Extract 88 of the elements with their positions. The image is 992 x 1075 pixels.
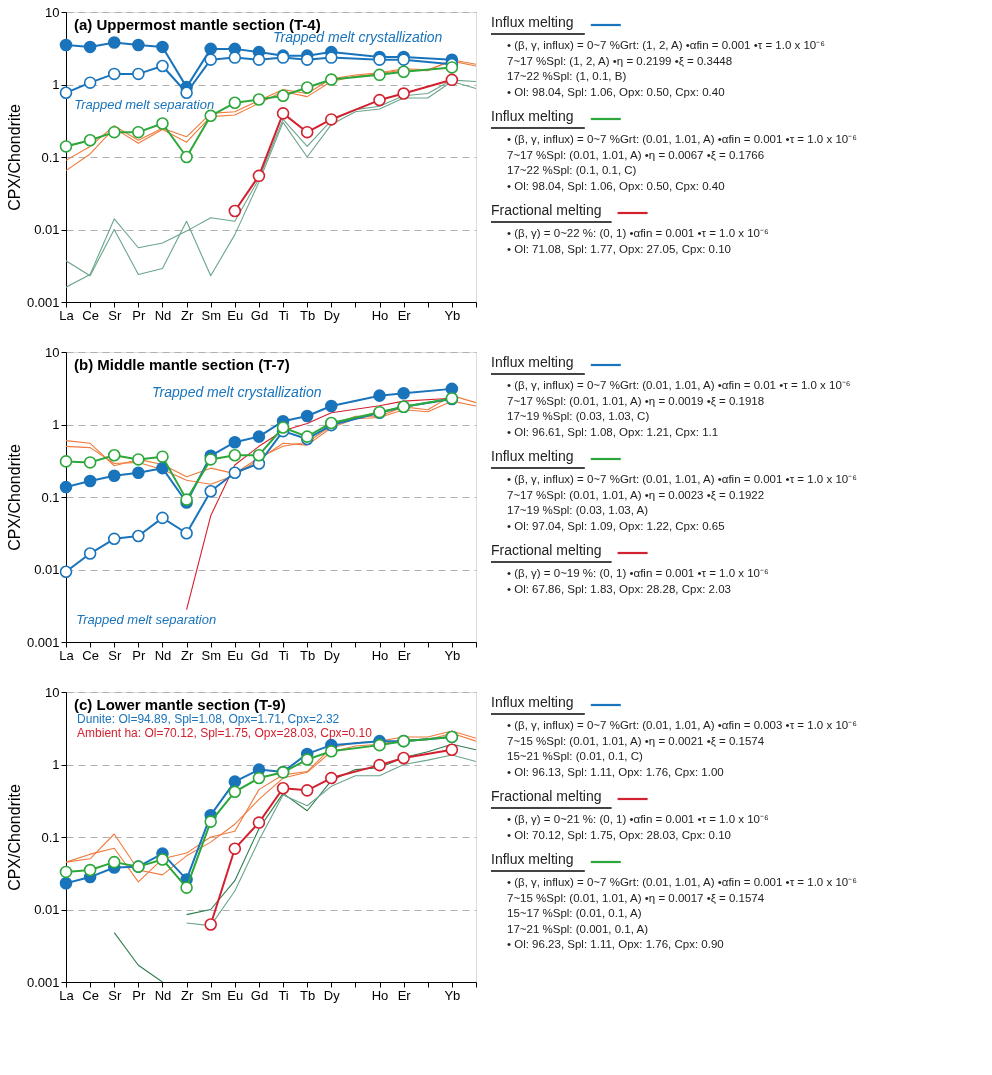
x-tick-label: Er (397, 647, 412, 663)
y-tick-label: 10 (45, 684, 60, 700)
x-tick-label: La (59, 987, 75, 1003)
x-tick-label: Zr (180, 647, 194, 663)
x-tick-label: Sm (201, 647, 221, 663)
y-tick-label: 1 (52, 757, 60, 772)
legend-label: Influx melting (491, 14, 574, 30)
x-tick-label: Yb (444, 987, 461, 1003)
legend-label: Influx melting (491, 851, 574, 867)
y-tick-label: 0.1 (41, 829, 60, 845)
y-tick-label: 0.1 (41, 489, 60, 505)
y-tick-label: 0.001 (26, 634, 60, 650)
text: • (β, γ) = 0~19 %: (0, 1) •αfin = 0.001 •τ = 1.0 x 10⁻⁶ • Ol: 67.86, Spl: 1.83, Opx: 28.28, Cpx: 2.03 (507, 567, 769, 595)
x-tick-label: Tb (300, 987, 316, 1003)
y-tick-label: 1 (52, 417, 60, 432)
text: • (β, γ, influx) = 0~7 %Grt: (0.01, 1.01, A) •αfin = 0.01 •τ = 1.0 x 10⁻⁶ 7~17 %Spl: (0.01, 1.01, A) •η = 0.0019 •ξ = 0.1918 17~19 %Spl: (0.03, 1.03, C) • Ol: 96.61, Spl: 1.08, Opx: 1.21, Cpx: 1.1 (507, 379, 851, 438)
x-tick-label: Ho (371, 647, 389, 663)
x-tick-label: Ho (371, 987, 389, 1003)
x-tick-label: Eu (227, 307, 244, 323)
text: • (β, γ) = 0~22 %: (0, 1) •αfin = 0.001 •τ = 1.0 x 10⁻⁶ • Ol: 71.08, Spl: 1.77, Opx: 27.05, Cpx: 0.10 (507, 227, 769, 255)
chart-title: (a) Uppermost mantle section (T-4) (74, 16, 321, 33)
y-tick-label: 0.001 (26, 294, 60, 310)
x-tick-label: Er (397, 307, 412, 323)
legend-label: Fractional melting (491, 542, 602, 558)
x-tick-label: La (59, 647, 75, 663)
x-tick-label: Eu (227, 647, 244, 663)
x-tick-label: Pr (132, 307, 147, 323)
legend-label: Influx melting (491, 448, 574, 464)
x-tick-label: Sr (108, 647, 122, 663)
legend-label: Fractional melting (491, 788, 602, 804)
x-tick-label: Nd (154, 987, 172, 1003)
x-tick-label: Sm (201, 987, 221, 1003)
y-axis-title: CPX/Chondrite (5, 784, 23, 891)
y-tick-label: 10 (45, 4, 60, 20)
x-tick-label: Nd (154, 307, 172, 323)
x-tick-label: Er (397, 987, 412, 1003)
x-tick-label: Ce (82, 647, 99, 663)
x-tick-label: Dy (323, 647, 341, 663)
x-tick-label: Pr (132, 647, 147, 663)
x-tick-label: Gd (250, 647, 269, 663)
x-tick-label: Pr (132, 987, 147, 1003)
y-tick-label: 0.001 (26, 974, 60, 990)
chart-title: (c) Lower mantle section (T-9) (74, 696, 286, 713)
x-tick-label: Ti (278, 647, 289, 663)
annotation: Trapped melt crystallization (152, 383, 322, 400)
legend-label: Influx melting (491, 694, 574, 710)
x-tick-label: Ce (82, 307, 99, 323)
y-tick-label: 0.1 (41, 149, 60, 165)
text: • (β, γ, influx) = 0~7 %Grt: (0.01, 1.01, A) •αfin = 0.001 •τ = 1.0 x 10⁻⁶ 7~17 %Spl: (0.01, 1.01, A) •η = 0.0023 •ξ = 0.1922 17~19 %Spl: (0.03, 1.03, A) • Ol: 97.04, Spl: 1.09, Opx: 1.22, Cpx: 0.65 (507, 473, 858, 532)
x-tick-label: Ho (371, 307, 389, 323)
annotation: Trapped melt separation (74, 96, 215, 112)
y-axis-title: CPX/Chondrite (5, 444, 23, 551)
x-tick-label: Nd (154, 647, 172, 663)
x-tick-label: Gd (250, 307, 269, 323)
x-tick-label: Zr (180, 987, 194, 1003)
x-tick-label: La (59, 307, 75, 323)
legend-label: Fractional melting (491, 202, 602, 218)
x-tick-label: Yb (444, 307, 461, 323)
x-tick-label: Tb (300, 647, 316, 663)
legend-label: Influx melting (491, 108, 574, 124)
y-tick-label: 0.01 (34, 222, 60, 237)
y-axis-title: CPX/Chondrite (5, 104, 23, 211)
x-tick-label: Ti (278, 987, 289, 1003)
y-tick-label: 0.01 (34, 902, 60, 917)
y-tick-label: 0.01 (34, 562, 60, 577)
x-tick-label: Eu (227, 987, 244, 1003)
x-tick-label: Tb (300, 307, 316, 323)
x-tick-label: Ce (82, 987, 99, 1003)
x-tick-label: Sr (108, 307, 122, 323)
text: • (β, γ, influx) = 0~7 %Grt: (0.01, 1.01, A) •αfin = 0.003 •τ = 1.0 x 10⁻⁶ 7~15 %Spl: (0.01, 1.01, A) •η = 0.0021 •ξ = 0.1574 15~21 %Spl: (0.01, 0.1, C) • Ol: 96.13, Spl: 1.11, Opx: 1.76, Cpx: 1.00 (507, 719, 858, 778)
text: • (β, γ) = 0~21 %: (0, 1) •αfin = 0.001 •τ = 1.0 x 10⁻⁶ • Ol: 70.12, Spl: 1.75, Opx: 28.03, Cpx: 0.10 (507, 813, 769, 841)
y-tick-label: 10 (45, 344, 60, 360)
x-tick-label: Dy (323, 307, 341, 323)
x-tick-label: Ti (278, 307, 289, 323)
x-tick-label: Yb (444, 647, 461, 663)
x-tick-label: Zr (180, 307, 194, 323)
x-tick-label: Sm (201, 307, 221, 323)
annotation: Ambient ha: Ol=70.12, Spl=1.75, Opx=28.03, Cpx=0.10 (77, 726, 373, 741)
text: • (β, γ, influx) = 0~7 %Grt: (0.01, 1.01, A) •αfin = 0.001 •τ = 1.0 x 10⁻⁶ 7~15 %Spl: (0.01, 1.01, A) •η = 0.0017 •ξ = 0.1574 15~17 %Spl: (0.01, 0.1, A) 17~21 %Spl: (0.001, 0.1, A) • Ol: 96.23, Spl: 1.11, Opx: 1.76, Cpx: 0.90 (507, 876, 858, 950)
text: • (β, γ, influx) = 0~7 %Grt: (1, 2, A) •αfin = 0.001 •τ = 1.0 x 10⁻⁶ 7~17 %Spl: (1, 2, A) •η = 0.2199 •ξ = 0.3448 17~22 %Spl: (1, 0.1, B) • Ol: 98.04, Spl: 1.06, Opx: 0.50, Cpx: 0.40 (507, 39, 826, 98)
text: • (β, γ, influx) = 0~7 %Grt: (0.01, 1.01, A) •αfin = 0.001 •τ = 1.0 x 10⁻⁶ 7~17 %Spl: (0.01, 1.01, A) •η = 0.0067 •ξ = 0.1766 17~22 %Spl: (0.1, 0.1, C) • Ol: 98.04, Spl: 1.06, Opx: 0.50, Cpx: 0.40 (507, 133, 858, 192)
x-tick-label: Sr (108, 987, 122, 1003)
chart-title: (b) Middle mantle section (T-7) (74, 356, 290, 373)
x-tick-label: Dy (323, 987, 341, 1003)
annotation: Trapped melt separation (76, 612, 217, 628)
x-tick-label: Gd (250, 987, 269, 1003)
legend-label: Influx melting (491, 354, 574, 370)
y-tick-label: 1 (52, 77, 60, 92)
